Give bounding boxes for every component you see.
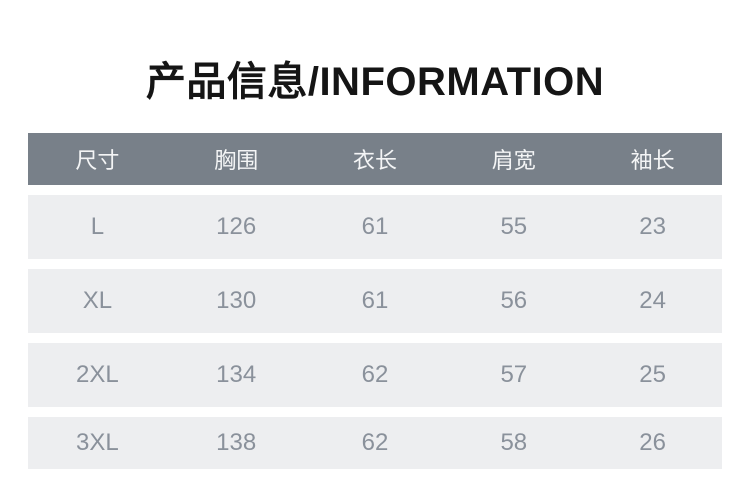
column-header-bust: 胸围 (214, 148, 259, 173)
table-row: 2XL 134 62 57 25 (28, 343, 722, 407)
table-cell-shoulder: 55 (500, 213, 528, 240)
page-title: 产品信息/INFORMATION (145, 60, 605, 104)
table-cell-size: L (90, 213, 105, 240)
table-row: 3XL 138 62 58 26 (28, 417, 722, 469)
table-cell-length: 62 (361, 361, 389, 388)
table-row: XL 130 61 56 24 (28, 269, 722, 333)
table-cell-size: 2XL (76, 361, 119, 388)
table-cell-bust: 134 (216, 361, 257, 388)
table-cell-shoulder: 56 (500, 287, 528, 314)
table-cell-sleeve: 23 (639, 213, 666, 240)
table-cell-length: 61 (361, 287, 389, 314)
table-cell-sleeve: 26 (639, 429, 666, 456)
size-table: 尺寸 胸围 衣长 肩宽 袖长 L 126 61 55 23 XL 130 61 … (28, 133, 722, 469)
table-cell-size: 3XL (76, 429, 119, 456)
column-header-shoulder: 肩宽 (491, 148, 536, 173)
table-cell-bust: 130 (216, 287, 257, 314)
column-header-length: 衣长 (352, 148, 397, 173)
table-cell-bust: 138 (216, 429, 257, 456)
table-cell-sleeve: 24 (639, 287, 666, 314)
table-cell-shoulder: 58 (500, 429, 528, 456)
column-header-sleeve: 袖长 (630, 148, 675, 173)
table-header-row: 尺寸 胸围 衣长 肩宽 袖长 (28, 133, 722, 185)
table-cell-shoulder: 57 (500, 361, 528, 388)
table-cell-length: 61 (361, 213, 389, 240)
table-cell-sleeve: 25 (639, 361, 666, 388)
table-cell-bust: 126 (216, 213, 257, 240)
table-cell-length: 62 (361, 429, 389, 456)
table-cell-size: XL (82, 287, 113, 314)
column-header-size: 尺寸 (75, 148, 120, 173)
table-row: L 126 61 55 23 (28, 195, 722, 259)
